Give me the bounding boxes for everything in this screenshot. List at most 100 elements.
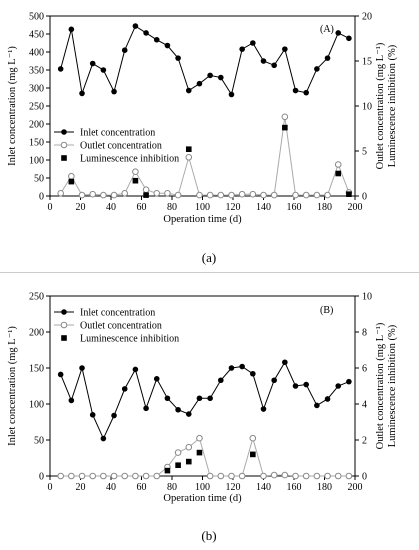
y-left-tick-label: 50 xyxy=(34,436,44,447)
outlet-point xyxy=(153,190,161,197)
x-tick-label: 200 xyxy=(348,202,363,213)
y-left-tick-label: 50 xyxy=(34,174,44,185)
inlet-point xyxy=(143,405,149,412)
inlet-point xyxy=(79,365,85,371)
x-tick-label: 80 xyxy=(167,202,177,213)
inlet-point xyxy=(68,397,75,404)
outlet-point xyxy=(217,191,225,199)
outlet-point xyxy=(110,191,118,199)
outlet-point xyxy=(132,472,139,480)
inlet-point xyxy=(132,23,139,29)
x-tick-label: 140 xyxy=(256,202,271,213)
inlet-point xyxy=(207,395,213,402)
x-tick-label: 160 xyxy=(287,482,302,493)
outlet-point xyxy=(270,191,278,199)
outlet-point xyxy=(334,161,342,168)
plot-frame xyxy=(49,15,356,197)
series-line xyxy=(60,25,350,96)
outlet-point xyxy=(174,191,182,199)
outlet-point xyxy=(292,472,299,480)
y-right-axis-label-line1: Outlet concentration (mg L⁻¹) xyxy=(375,42,386,169)
y-left-tick-label: 250 xyxy=(29,292,44,303)
legend: Inlet concentration Outlet concentration L… xyxy=(54,128,179,165)
outlet-point xyxy=(174,449,182,456)
outlet-point xyxy=(313,472,321,480)
y-left-tick-label: 200 xyxy=(29,120,44,131)
outlet-point xyxy=(68,472,75,480)
inlet-point xyxy=(143,30,149,36)
legend-label: Outlet concentration xyxy=(80,141,162,152)
legend-marker xyxy=(61,335,67,341)
inlet-point xyxy=(324,55,331,61)
x-tick-label: 40 xyxy=(106,482,116,493)
legend: Inlet concentration Outlet concentration L… xyxy=(54,308,179,345)
y-right-tick-label: 10 xyxy=(362,292,372,303)
inhibition-point xyxy=(346,191,352,197)
inhibition-point xyxy=(282,124,288,131)
outlet-point xyxy=(57,190,64,197)
inlet-point xyxy=(260,58,267,64)
inlet-point xyxy=(175,406,181,413)
figure-sublabel: (b) xyxy=(201,528,216,543)
outlet-point xyxy=(249,434,257,442)
inlet-point xyxy=(303,381,310,388)
inlet-point xyxy=(164,395,171,402)
inlet-point xyxy=(121,47,128,53)
x-tick-label: 100 xyxy=(195,482,210,493)
inlet-point xyxy=(239,363,245,370)
legend-label: Outlet concentration xyxy=(80,321,162,332)
y-left-tick-label: 0 xyxy=(39,472,44,483)
outlet-point xyxy=(270,471,278,479)
outlet-point xyxy=(260,191,267,199)
y-left-tick-label: 200 xyxy=(29,328,44,339)
inlet-point xyxy=(185,87,192,94)
x-tick-label: 0 xyxy=(48,202,53,213)
outlet-point xyxy=(313,191,321,199)
inlet-point xyxy=(303,89,310,96)
outlet-point xyxy=(132,168,139,175)
inlet-point xyxy=(111,88,117,95)
inhibition-point xyxy=(132,177,139,184)
inlet-point xyxy=(57,371,64,378)
x-tick-label: 140 xyxy=(256,482,271,493)
inlet-point xyxy=(324,396,331,402)
inlet-point xyxy=(260,406,267,412)
outlet-point xyxy=(196,434,203,442)
inlet-point xyxy=(153,36,160,43)
inlet-point xyxy=(239,46,245,52)
outlet-point xyxy=(78,191,86,199)
y-left-tick-label: 100 xyxy=(29,156,44,167)
inlet-point xyxy=(196,80,203,87)
inlet-point xyxy=(153,376,160,382)
inlet-point xyxy=(346,378,352,385)
x-tick-label: 60 xyxy=(137,482,147,493)
series-line xyxy=(60,361,350,440)
outlet-point xyxy=(110,472,118,480)
x-tick-label: 200 xyxy=(348,482,363,493)
x-tick-label: 120 xyxy=(226,482,241,493)
panel-label: (A) xyxy=(320,24,334,35)
inlet-point xyxy=(89,412,96,418)
inhibition-point xyxy=(143,192,149,198)
outlet-point xyxy=(185,443,193,451)
legend-marker xyxy=(60,321,68,329)
outlet-point xyxy=(121,472,129,480)
y-left-axis-label: Inlet concentration (mg L⁻¹) xyxy=(7,46,18,166)
outlet-point xyxy=(302,191,310,199)
y-left-tick-label: 350 xyxy=(29,66,44,77)
legend-label: Luminescence inhibition xyxy=(80,334,179,345)
inlet-point xyxy=(250,370,256,377)
inhibition-point xyxy=(185,146,192,152)
x-tick-label: 120 xyxy=(226,202,241,213)
inlet-point xyxy=(271,62,277,69)
inlet-point xyxy=(68,26,75,33)
x-tick-label: 0 xyxy=(48,482,53,493)
inlet-point xyxy=(314,402,320,409)
inhibition-point xyxy=(164,467,171,474)
outlet-point xyxy=(142,186,150,193)
inhibition-point xyxy=(175,462,181,468)
outlet-point xyxy=(142,472,150,480)
y-left-tick-label: 100 xyxy=(29,400,44,411)
outlet-point xyxy=(302,472,310,480)
